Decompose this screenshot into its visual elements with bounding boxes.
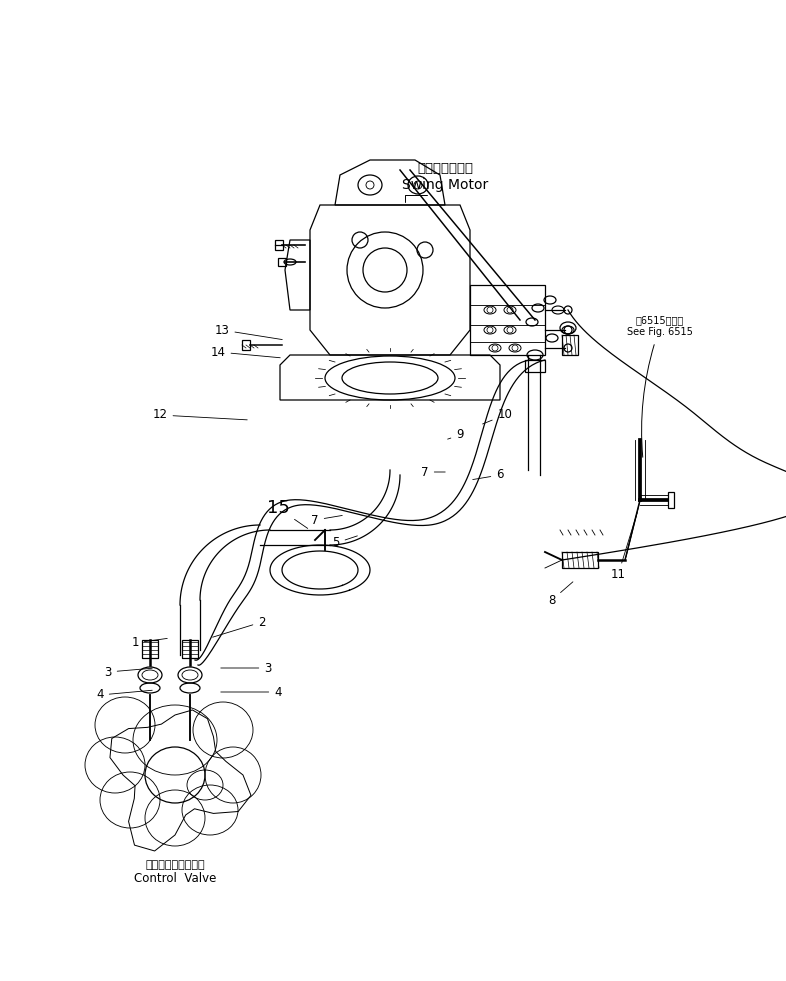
Text: コントロールバルブ: コントロールバルブ	[145, 860, 205, 870]
Bar	[525, 360, 545, 372]
Text: 7: 7	[421, 466, 445, 479]
Text: 8: 8	[549, 582, 573, 606]
Text: 7: 7	[311, 513, 342, 527]
Text: 14: 14	[211, 345, 281, 358]
Text: Swing Motor: Swing Motor	[402, 178, 488, 192]
Bar	[668, 492, 674, 508]
Text: 6: 6	[472, 469, 504, 482]
Text: 10: 10	[483, 408, 512, 424]
Text: 3: 3	[105, 665, 152, 679]
Bar	[242, 340, 250, 350]
Bar	[182, 640, 198, 658]
Text: 13: 13	[215, 324, 282, 339]
Text: 5: 5	[332, 536, 358, 549]
Text: 12: 12	[152, 408, 248, 422]
Bar	[562, 552, 598, 568]
Text: 1: 1	[131, 637, 167, 649]
Text: 15: 15	[266, 499, 307, 529]
Text: スイングモータ: スイングモータ	[417, 162, 473, 175]
Text: 4: 4	[221, 686, 281, 698]
Text: 3: 3	[221, 661, 272, 675]
Text: Control  Valve: Control Valve	[134, 871, 216, 885]
Text: 9: 9	[448, 429, 464, 441]
Text: 11: 11	[611, 513, 637, 582]
Bar	[275, 240, 283, 250]
Bar	[142, 640, 158, 658]
Text: 4: 4	[96, 689, 152, 701]
Bar	[562, 335, 578, 355]
Text: 図6515図参照: 図6515図参照	[636, 315, 684, 325]
Text: 2: 2	[213, 615, 266, 638]
Text: See Fig. 6515: See Fig. 6515	[627, 327, 693, 337]
Bar	[278, 258, 286, 266]
